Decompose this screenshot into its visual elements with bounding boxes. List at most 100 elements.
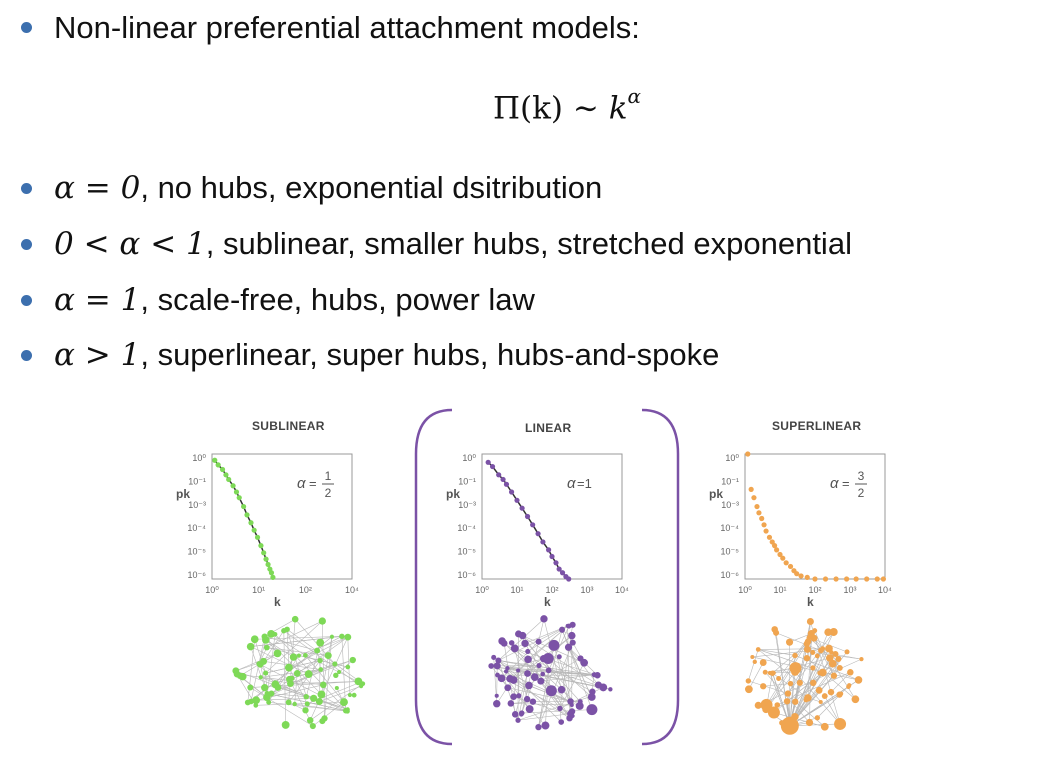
x-tick-label: 10¹ xyxy=(252,585,265,595)
network-node xyxy=(256,661,262,667)
network-edge xyxy=(830,672,851,693)
network-edge xyxy=(752,648,829,658)
network-node xyxy=(810,665,816,671)
bullet-text: , scale-free, hubs, power law xyxy=(140,282,535,317)
network-node xyxy=(261,633,268,640)
network-node xyxy=(296,653,301,658)
data-point xyxy=(774,547,780,553)
network-edge xyxy=(538,642,574,728)
network-linear xyxy=(488,615,613,731)
network-node xyxy=(792,698,799,705)
y-tick-label: 10⁻³ xyxy=(721,500,739,510)
network-edge xyxy=(498,660,530,686)
network-node xyxy=(575,701,584,710)
network-node xyxy=(281,720,290,729)
data-point xyxy=(745,451,751,457)
network-node xyxy=(535,638,542,645)
alpha-equals: = xyxy=(309,476,317,491)
network-node xyxy=(810,650,816,655)
network-node xyxy=(345,707,350,712)
network-node xyxy=(846,684,851,689)
data-point xyxy=(248,520,254,526)
network-edge xyxy=(271,693,307,698)
y-tick-label: 10⁻⁶ xyxy=(458,570,477,580)
data-point xyxy=(219,466,226,473)
network-edge xyxy=(260,664,348,710)
data-point xyxy=(233,489,240,495)
network-node xyxy=(306,717,314,724)
network-node xyxy=(821,693,828,700)
network-node xyxy=(565,623,570,628)
network-node xyxy=(497,674,506,683)
network-node xyxy=(493,700,501,708)
network-node xyxy=(525,681,533,690)
data-point xyxy=(254,534,261,540)
network-edge xyxy=(789,648,830,726)
x-axis-label: k xyxy=(544,595,551,609)
network-node xyxy=(530,673,539,681)
bullet-item: α > 1, superlinear, super hubs, hubs-and… xyxy=(54,339,719,371)
network-edge xyxy=(794,671,841,725)
data-point xyxy=(535,531,541,537)
network-node xyxy=(762,705,770,714)
network-edge xyxy=(266,634,276,698)
data-point xyxy=(251,527,257,533)
formula: Π(k) ∼ kα xyxy=(493,84,641,126)
network-node xyxy=(321,715,328,722)
network-node xyxy=(827,688,835,696)
alpha-equals: = xyxy=(842,476,850,491)
network-node xyxy=(752,659,757,664)
network-edge xyxy=(748,680,789,694)
network-node xyxy=(281,628,287,634)
linear-highlight-frame xyxy=(414,408,680,746)
network-node xyxy=(787,680,794,687)
network-node xyxy=(509,676,518,684)
network-node xyxy=(796,679,803,686)
network-node xyxy=(810,679,817,687)
network-edge xyxy=(513,659,529,681)
network-node xyxy=(494,693,499,698)
network-node xyxy=(344,633,352,641)
network-edge xyxy=(324,636,333,719)
network-node xyxy=(529,698,537,705)
network-edge xyxy=(758,658,862,706)
network-node xyxy=(524,655,532,664)
data-point xyxy=(508,489,515,495)
network-node xyxy=(491,654,497,660)
data-point xyxy=(215,462,221,468)
network-edge xyxy=(250,636,265,702)
y-tick-label: 10⁰ xyxy=(192,453,206,463)
network-edge xyxy=(787,631,834,694)
network-node xyxy=(759,659,767,666)
network-node xyxy=(250,635,259,644)
data-point xyxy=(226,476,232,483)
x-tick-label: 10³ xyxy=(580,585,593,595)
network-edge xyxy=(513,696,573,717)
data-point xyxy=(833,576,839,582)
data-point xyxy=(783,560,789,566)
network-node xyxy=(803,654,811,662)
network-node xyxy=(803,640,810,648)
network-node xyxy=(594,681,602,689)
network-node xyxy=(318,667,324,672)
network-edge xyxy=(507,667,549,671)
network-node xyxy=(495,657,502,664)
network-node xyxy=(791,667,799,676)
network-node xyxy=(291,615,299,623)
network-node xyxy=(302,707,309,714)
y-tick-label: 10⁻⁵ xyxy=(721,547,740,557)
network-node xyxy=(559,626,566,633)
network-edge xyxy=(503,643,573,706)
alpha-annotation: α xyxy=(297,475,306,492)
network-node xyxy=(832,650,839,658)
network-edge xyxy=(254,639,266,674)
bullet-marker xyxy=(21,350,32,361)
alpha-value: =1 xyxy=(577,476,592,491)
bullet-item: α = 0, no hubs, exponential dsitribution xyxy=(54,172,602,204)
network-node xyxy=(745,685,753,694)
network-node xyxy=(556,654,562,660)
network-edge xyxy=(775,632,822,651)
data-point xyxy=(822,576,829,582)
x-tick-label: 10² xyxy=(808,585,821,595)
network-node xyxy=(314,647,321,654)
